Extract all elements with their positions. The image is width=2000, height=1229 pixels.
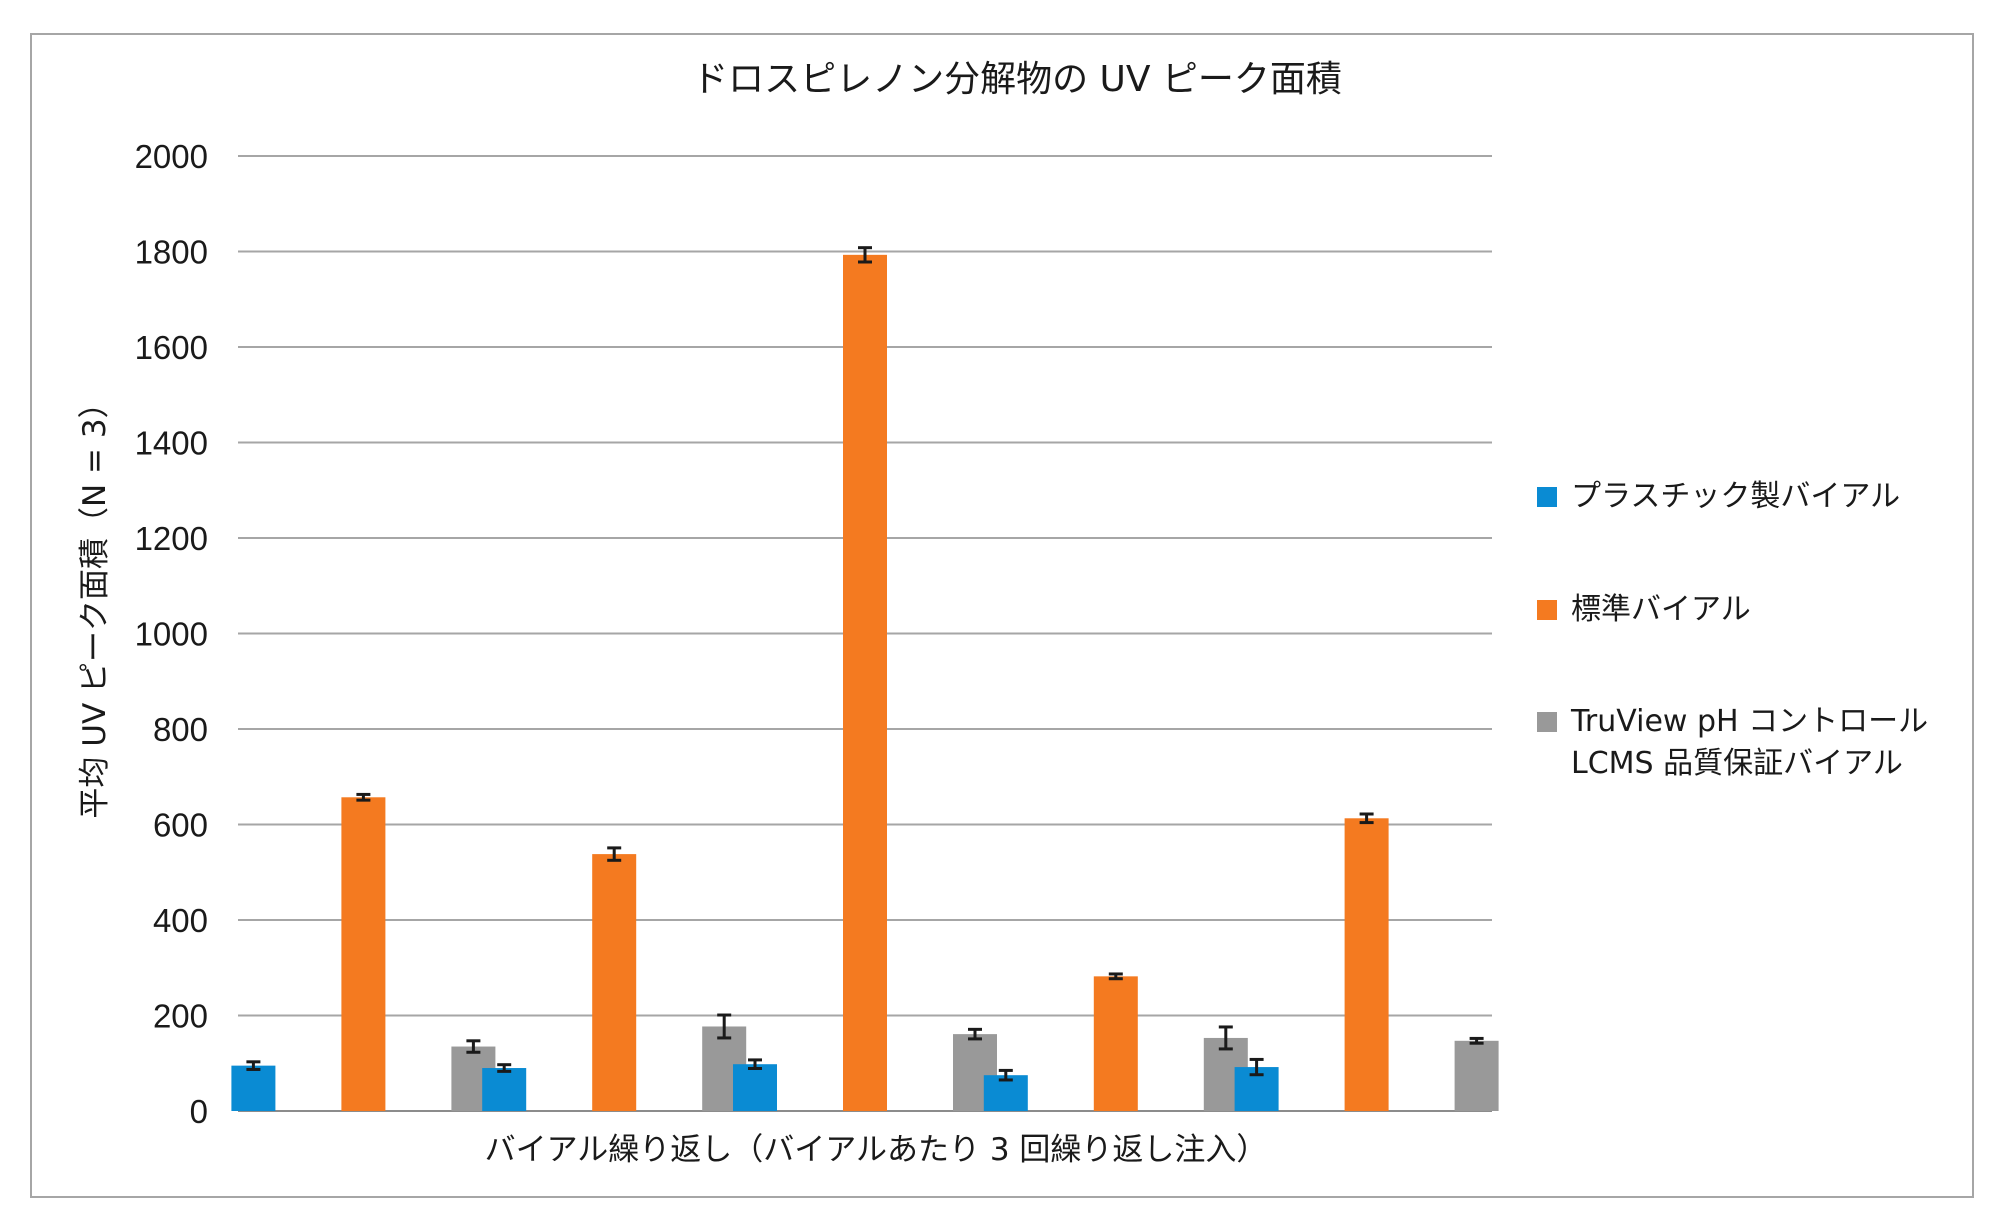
legend-swatch-standard	[1537, 600, 1557, 620]
y-axis-label: 平均 UV ピーク面積（N = 3）	[77, 387, 113, 818]
bars-layer	[231, 254, 1499, 1111]
bar-plastic-vial	[231, 1065, 276, 1111]
bar-plastic-vial	[733, 1064, 777, 1111]
chart-title: ドロスピレノン分解物の UV ピーク面積	[692, 59, 1342, 100]
chart-frame: 0 200 400 600 800 1000 1200 1400 1600 1800 2000 ドロ…	[30, 33, 1974, 1198]
bar-standard-vial	[1093, 976, 1138, 1111]
bar-standard-vial	[341, 797, 386, 1111]
y-tick-label: 400	[153, 902, 208, 939]
y-tick-labels: 0 200 400 600 800 1000 1200 1400 1600 1800 2000	[135, 138, 208, 1130]
error-bars-layer	[246, 246, 1484, 1082]
y-tick-label: 1000	[135, 616, 208, 653]
legend-swatch-plastic	[1537, 487, 1557, 507]
y-tick-label: 0	[190, 1093, 208, 1130]
legend-swatch-truview	[1537, 712, 1557, 732]
legend-label-truview-line2: LCMS 品質保証バイアル	[1571, 746, 1903, 781]
y-tick-label: 2000	[135, 138, 208, 175]
bar-standard-vial	[592, 854, 637, 1111]
legend-label-truview-line1: TruView pH コントロール	[1571, 704, 1929, 739]
y-tick-label: 600	[153, 807, 208, 844]
chart-svg: 0 200 400 600 800 1000 1200 1400 1600 1800 2000 ドロ…	[77, 59, 1499, 1168]
bar-truview-vial	[1454, 1040, 1499, 1111]
legend-label-plastic: プラスチック製バイアル	[1571, 479, 1901, 514]
bar-plastic-vial	[482, 1068, 527, 1111]
y-tick-label: 200	[153, 998, 208, 1035]
y-tick-label: 800	[153, 711, 208, 748]
y-tick-label: 1400	[135, 425, 208, 462]
y-tick-label: 1800	[135, 234, 208, 271]
y-tick-label: 1600	[135, 329, 208, 366]
bar-standard-vial	[1344, 818, 1389, 1111]
bar-standard-vial	[843, 254, 887, 1111]
x-axis-label: バイアル繰り返し（バイアルあたり 3 回繰り返し注入）	[485, 1132, 1268, 1168]
y-tick-label: 1200	[135, 520, 208, 557]
legend-label-standard: 標準バイアル	[1571, 592, 1751, 627]
